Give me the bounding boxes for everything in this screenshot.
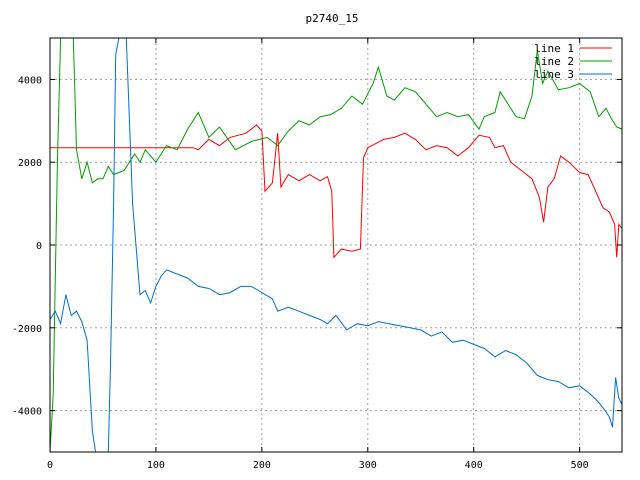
series-lines	[50, 38, 622, 452]
legend-label: line 2	[534, 55, 574, 68]
x-tick-label: 300	[359, 460, 377, 471]
x-tick-label: 500	[571, 460, 589, 471]
axis-ticks: 0 100 200 300 400 500 -4000 -2000 0 2000 4000	[12, 38, 622, 471]
y-tick-label: 4000	[18, 75, 42, 86]
x-tick-label: 400	[465, 460, 483, 471]
chart-title: p2740_15	[306, 12, 359, 25]
x-tick-label: 100	[147, 460, 165, 471]
legend-label: line 3	[534, 68, 574, 81]
legend-label: line 1	[534, 42, 574, 55]
series-line-1	[50, 124, 622, 259]
series-line-2	[50, 38, 622, 452]
y-tick-label: 2000	[18, 158, 42, 169]
y-tick-label: -4000	[12, 407, 42, 418]
series-line-3	[50, 38, 622, 452]
y-tick-label: 0	[36, 241, 42, 252]
x-tick-label: 0	[47, 460, 53, 471]
y-tick-label: -2000	[12, 324, 42, 335]
x-tick-label: 200	[253, 460, 271, 471]
grid-lines	[50, 38, 622, 452]
